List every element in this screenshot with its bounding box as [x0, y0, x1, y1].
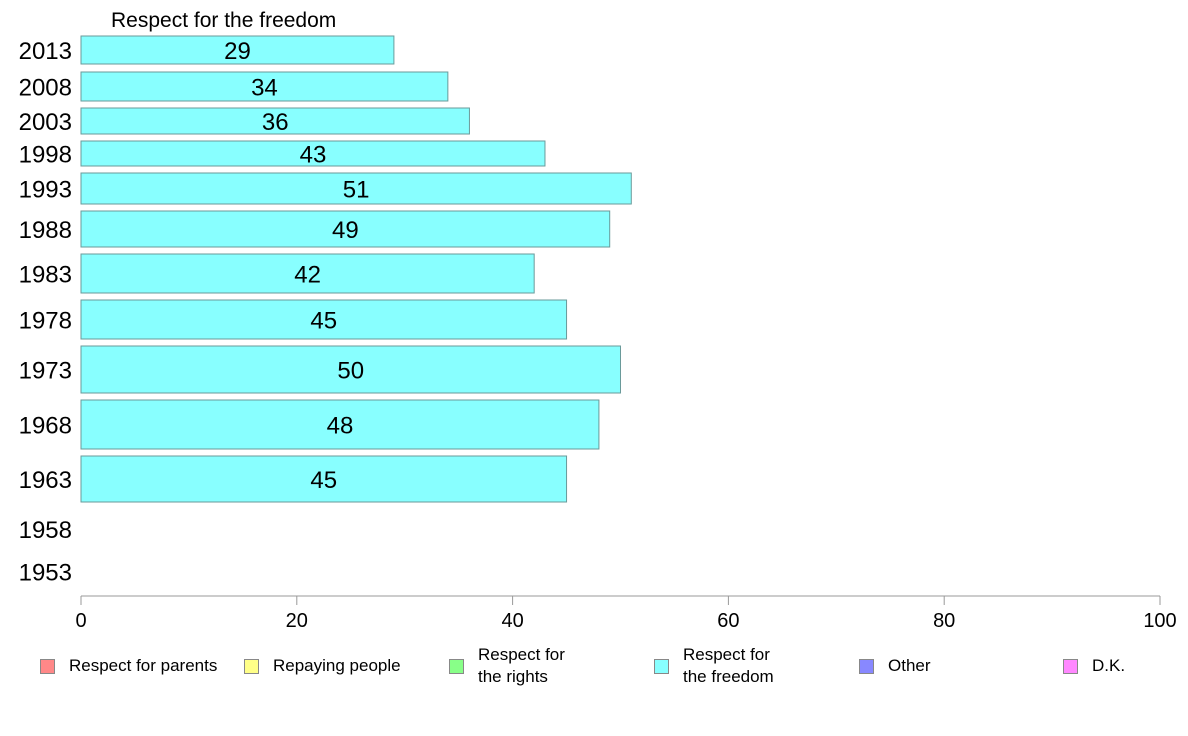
value-label-1968: 48 — [327, 413, 354, 440]
x-tick-label-0: 0 — [75, 610, 86, 632]
x-tick-label-20: 20 — [286, 610, 308, 632]
legend-item-3: Respect for the freedom — [654, 644, 774, 688]
x-tick-label-80: 80 — [933, 610, 955, 632]
value-label-1998: 43 — [300, 142, 327, 169]
value-label-1983: 42 — [294, 262, 321, 289]
legend-swatch — [859, 658, 874, 674]
year-label-1953: 1953 — [19, 560, 72, 587]
year-label-1988: 1988 — [19, 217, 72, 244]
bar-1978 — [80, 299, 568, 340]
bar-1993 — [80, 172, 632, 205]
bar-1963 — [80, 455, 568, 503]
value-label-2003: 36 — [262, 109, 289, 136]
bar-1968 — [80, 399, 600, 450]
year-label-1973: 1973 — [19, 358, 72, 385]
legend-label: Other — [888, 656, 931, 675]
legend-label: Respect for the freedom — [683, 645, 774, 686]
x-tick-label-40: 40 — [501, 610, 523, 632]
legend-swatch — [654, 658, 669, 674]
bar-2008 — [80, 71, 449, 102]
chart-title: Respect for the freedom — [111, 9, 336, 32]
legend-label: D.K. — [1092, 656, 1126, 675]
bar-1998 — [80, 140, 546, 167]
value-label-1988: 49 — [332, 217, 359, 244]
year-label-1978: 1978 — [19, 308, 72, 335]
x-tick-label-60: 60 — [717, 610, 739, 632]
year-label-2008: 2008 — [19, 75, 72, 102]
legend-label: Respect for parents — [69, 656, 218, 675]
legend-swatch — [449, 658, 464, 674]
bar-1983 — [80, 253, 535, 294]
year-label-1958: 1958 — [19, 517, 72, 544]
legend-swatch — [244, 658, 259, 674]
x-tick-label-100: 100 — [1143, 610, 1176, 632]
legend-item-1: Repaying people — [244, 655, 401, 677]
year-labels: 2013 2008 2003 1998 1993 1988 1983 1978 1973 1968… — [19, 38, 72, 587]
year-label-2013: 2013 — [19, 38, 72, 65]
year-label-1998: 1998 — [19, 142, 72, 169]
legend-item-4: Other — [859, 655, 931, 677]
year-label-1963: 1963 — [19, 467, 72, 494]
year-label-1993: 1993 — [19, 177, 72, 204]
legend-item-2: Respect for the rights — [449, 644, 565, 688]
value-label-1963: 45 — [310, 467, 337, 494]
bar-2013 — [80, 35, 395, 65]
legend-swatch — [40, 658, 55, 674]
bar-1988 — [80, 210, 611, 248]
value-label-2013: 29 — [224, 38, 251, 65]
legend-item-0: Respect for parents — [40, 655, 217, 677]
legend-label: Respect for the rights — [478, 645, 565, 686]
year-label-1968: 1968 — [19, 413, 72, 440]
value-label-1973: 50 — [337, 358, 364, 385]
year-label-2003: 2003 — [19, 109, 72, 136]
legend-item-5: D.K. — [1063, 655, 1125, 677]
bar-1973 — [80, 345, 621, 394]
bar-2003 — [80, 107, 470, 135]
legend-label: Repaying people — [273, 656, 401, 675]
year-label-1983: 1983 — [19, 262, 72, 289]
x-axis: 0 20 40 60 80 100 — [75, 595, 1177, 632]
value-label-2008: 34 — [251, 75, 278, 102]
legend-swatch — [1063, 658, 1078, 674]
value-label-1993: 51 — [343, 177, 370, 204]
value-label-1978: 45 — [310, 308, 337, 335]
